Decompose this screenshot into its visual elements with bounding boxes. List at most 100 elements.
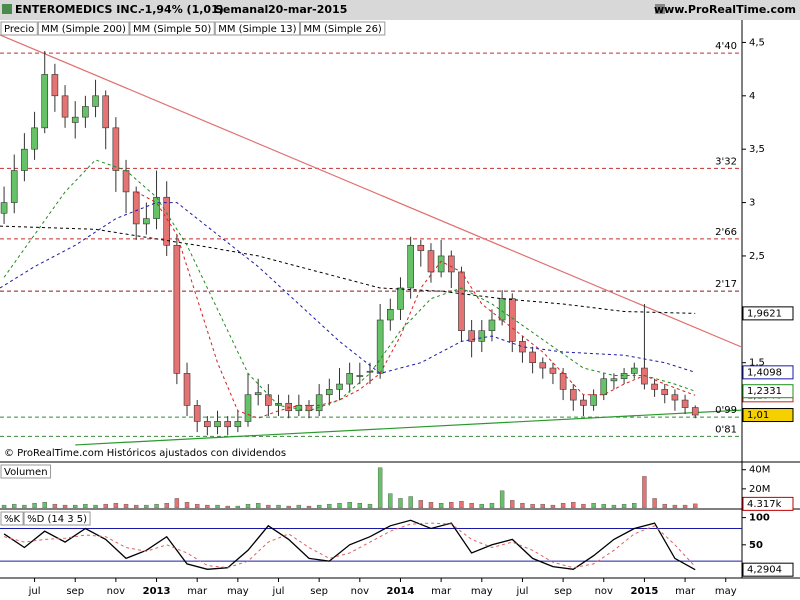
y-tick-label: 1,5 — [749, 358, 765, 369]
y-tick-label: 40M — [749, 465, 770, 476]
volume-bar — [367, 503, 373, 508]
last-value-box — [742, 562, 794, 577]
candle-body — [82, 106, 89, 118]
volume-bar — [682, 504, 688, 508]
candle-body — [326, 389, 333, 396]
candle-body — [112, 127, 120, 171]
candle-body — [356, 375, 364, 377]
candle-body — [630, 367, 638, 374]
candle-body — [580, 399, 587, 406]
change: -1,94% (1,01) — [140, 3, 224, 16]
x-tick-label: mar — [675, 586, 696, 597]
x-tick-label: may — [471, 586, 493, 597]
volume-bar — [316, 504, 322, 508]
legend-label: MM (Simple 50) — [133, 24, 211, 35]
candle-body — [143, 218, 150, 225]
level-label: 0'99 — [715, 405, 737, 416]
date: 20-mar-2015 — [268, 3, 347, 16]
volume-bar — [560, 503, 566, 508]
level-label: 2'66 — [715, 227, 737, 238]
x-tick-label: nov — [107, 586, 125, 597]
last-value-box — [742, 408, 794, 423]
candle-body — [488, 319, 496, 331]
volume-bar — [103, 503, 108, 508]
series-line — [135, 191, 696, 419]
series-line — [0, 225, 696, 314]
legend-box — [23, 511, 91, 526]
candle-body — [31, 127, 38, 150]
candle-body — [41, 74, 49, 129]
volume-bar — [306, 505, 312, 508]
candle-body — [51, 74, 59, 97]
legend-label: %D (14 3 5) — [27, 514, 87, 525]
candle-body — [651, 383, 658, 390]
candle-body — [458, 271, 465, 331]
candle-body — [407, 244, 414, 289]
x-tick-label: 2013 — [143, 586, 171, 597]
x-tick-label: nov — [351, 586, 369, 597]
level-label: 4'40 — [715, 41, 737, 52]
volume-bar — [286, 505, 291, 508]
candle-body — [92, 95, 99, 107]
volume-bar — [245, 503, 251, 508]
y-tick-label: 3,5 — [749, 144, 765, 155]
volume-bar — [52, 503, 58, 508]
legend-label: Volumen — [4, 467, 48, 478]
candle-body — [21, 148, 28, 171]
y-tick-label: 4 — [749, 91, 755, 102]
volume-bar — [62, 504, 68, 508]
volume-bar — [571, 502, 576, 508]
volume-bar — [418, 500, 424, 508]
footnote: © ProRealTime.com Históricos ajustados c… — [4, 447, 286, 459]
candle-body — [437, 255, 445, 273]
volume-bar — [459, 501, 464, 508]
series-line — [3, 522, 696, 569]
volume-bar — [611, 504, 617, 508]
x-tick-label: sep — [66, 586, 84, 597]
volume-bar — [632, 503, 637, 508]
x-tick-label: 2014 — [387, 586, 415, 597]
volume-bar — [479, 503, 484, 508]
candle-body — [671, 394, 679, 401]
last-value-label: 1,2331 — [747, 386, 782, 397]
volume-bar — [194, 503, 200, 508]
legend-label: MM (Simple 200) — [41, 24, 126, 35]
last-value-label: 4.317k — [747, 499, 782, 510]
volume-bar — [591, 503, 596, 508]
series-line — [0, 202, 696, 374]
candle-body — [508, 298, 516, 342]
candle-body — [153, 196, 160, 219]
volume-bar — [327, 503, 332, 508]
candle-body — [397, 287, 404, 310]
volume-bar — [428, 502, 434, 508]
candle-body — [204, 421, 211, 428]
candle-body — [447, 255, 455, 273]
x-tick-label: 2015 — [631, 586, 659, 597]
series-line — [3, 159, 696, 412]
legend-box — [214, 21, 301, 36]
candle-body — [71, 116, 79, 123]
candle-body — [549, 367, 557, 374]
candle-body — [173, 244, 181, 374]
volume-bar — [235, 505, 241, 508]
x-tick-label: mar — [431, 586, 452, 597]
trendline — [75, 409, 742, 446]
chart-title: ENTEROMEDICS INC. — [15, 3, 142, 16]
y-tick-label: 4,5 — [749, 37, 765, 48]
candle-body — [0, 202, 8, 214]
candle-body — [478, 330, 486, 342]
volume-bar — [22, 504, 27, 508]
volume-bar — [530, 503, 535, 508]
candle-body — [224, 421, 231, 428]
legend-box — [0, 21, 38, 36]
volume-bar — [144, 504, 149, 508]
candle-body — [346, 373, 353, 385]
volume-bar — [642, 476, 647, 508]
volume-bar — [540, 503, 545, 508]
x-tick-label: mar — [187, 586, 208, 597]
y-tick-label: 20M — [749, 484, 770, 495]
candle-body — [539, 362, 547, 369]
candle-body — [620, 373, 628, 380]
volume-bar — [499, 490, 505, 508]
